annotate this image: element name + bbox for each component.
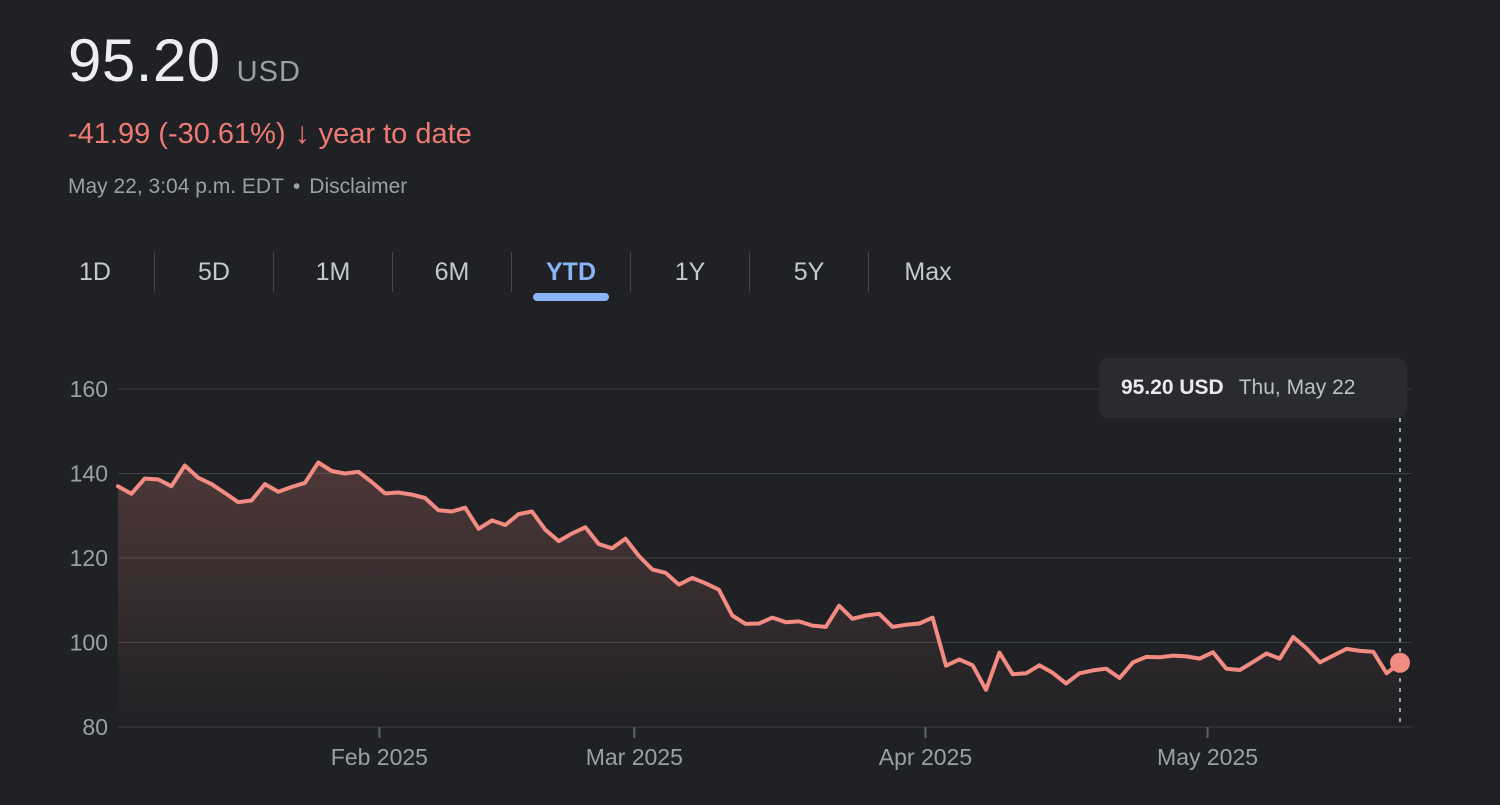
disclaimer-link[interactable]: Disclaimer [309, 175, 408, 198]
price-change-value: -41.99 (-30.61%) [68, 117, 286, 150]
change-period-label: year to date [318, 117, 472, 150]
y-axis-label: 140 [70, 461, 108, 487]
tab-separator [154, 252, 155, 292]
quote-timestamp: May 22, 3:04 p.m. EDT [68, 175, 284, 198]
price-line [116, 460, 1402, 692]
arrow-down-icon: ↓ [294, 117, 310, 150]
tab-separator [273, 252, 274, 292]
time-range-tabs: 1D 5D 1M 6M YTD 1Y 5Y Max [36, 250, 987, 301]
tab-1y[interactable]: 1Y [674, 258, 706, 286]
tab-6m[interactable]: 6M [434, 258, 470, 286]
active-tab-underline [533, 293, 609, 301]
tab-ytd[interactable]: YTD [512, 250, 630, 301]
tab-5y[interactable]: 5Y [793, 258, 825, 286]
x-axis-label: Mar 2025 [586, 744, 683, 770]
quote-meta-row: May 22, 3:04 p.m. EDT • Disclaimer [68, 175, 472, 199]
current-price: 95.20 [68, 27, 221, 94]
tab-separator [749, 252, 750, 292]
chart-area[interactable]: 160 140 120 100 80 Feb 2025 Mar 2025 Apr 2025 Ma… [0, 355, 1500, 800]
tooltip-date: Thu, May 22 [1238, 376, 1356, 399]
y-axis-label: 100 [70, 630, 108, 656]
currency-label: USD [236, 56, 301, 88]
tab-1d[interactable]: 1D [79, 258, 111, 286]
tab-1m[interactable]: 1M [315, 258, 351, 286]
x-axis-label: Feb 2025 [331, 744, 428, 770]
price-line-chart[interactable]: 160 140 120 100 80 Feb 2025 Mar 2025 Apr 2025 Ma… [0, 355, 1500, 800]
tab-separator [868, 252, 869, 292]
bullet-separator: • [292, 175, 301, 198]
tab-max[interactable]: Max [904, 258, 952, 286]
y-axis-label: 160 [70, 376, 108, 402]
y-axis-label: 80 [82, 714, 108, 740]
x-axis-label: May 2025 [1157, 744, 1258, 770]
price-row: 95.20 USD [68, 26, 472, 95]
chart-tooltip: 95.20 USD Thu, May 22 [1099, 358, 1407, 418]
last-price-dot [1390, 652, 1410, 673]
price-header: 95.20 USD -41.99 (-30.61%) ↓ year to dat… [68, 26, 472, 199]
tab-separator [630, 252, 631, 292]
tooltip-price: 95.20 USD [1121, 376, 1224, 399]
price-change-row: -41.99 (-30.61%) ↓ year to date [68, 117, 472, 151]
y-axis-label: 120 [70, 545, 108, 571]
x-axis-label: Apr 2025 [879, 744, 972, 770]
tab-5d[interactable]: 5D [198, 258, 230, 286]
tab-separator [392, 252, 393, 292]
tab-separator [511, 252, 512, 292]
